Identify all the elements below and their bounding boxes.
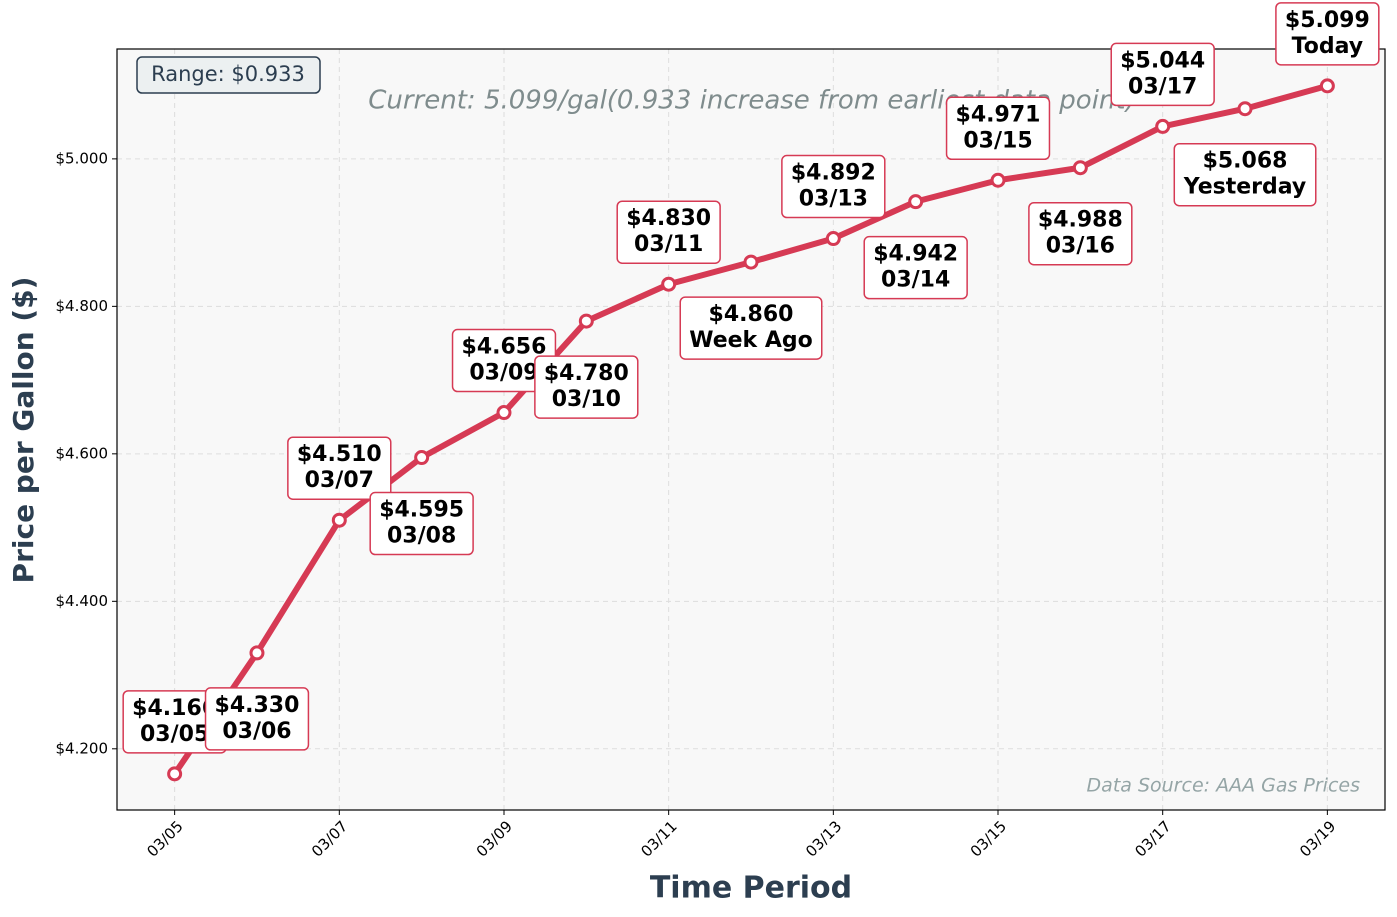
data-label-box (945, 96, 1051, 161)
range-box (136, 56, 321, 94)
y-tick-label: $4.200 (56, 739, 109, 757)
data-label-name: 03/09 (469, 361, 538, 386)
data-label-box (616, 200, 721, 264)
marker (414, 450, 430, 466)
data-label-box (1275, 2, 1380, 66)
data-label-name: 03/13 (799, 187, 868, 212)
data-label-name: 03/06 (222, 719, 291, 744)
data-label-name: Week Ago (689, 328, 813, 353)
data-label-name: 03/07 (305, 468, 374, 493)
data-label-box (679, 296, 823, 360)
x-tick-label: 03/15 (967, 817, 1010, 860)
data-label-value: $5.099 (1285, 8, 1370, 33)
marker (1155, 118, 1171, 134)
x-tick-label: 03/05 (143, 817, 186, 860)
marker (331, 512, 347, 528)
data-label-name: Today (1292, 34, 1363, 59)
data-label-box (204, 687, 310, 751)
x-tick-label: 03/07 (308, 817, 351, 860)
data-label-name: 03/15 (963, 128, 1032, 153)
y-axis-label: Price per Gallon ($) (7, 277, 40, 584)
data-label-value: $4.860 (709, 302, 794, 327)
data-label-value: $5.044 (1120, 48, 1205, 73)
y-tick-label: $4.800 (56, 297, 109, 315)
data-label-name: 03/17 (1128, 74, 1197, 99)
data-label-box (1028, 201, 1133, 266)
marker (1319, 78, 1335, 94)
data-label-box (287, 436, 392, 500)
data-label-value: $5.068 (1203, 149, 1288, 174)
y-tick-label: $4.400 (56, 592, 109, 610)
data-label-value: $4.780 (544, 361, 629, 386)
data-label-value: $4.971 (956, 102, 1041, 127)
x-tick-label: 03/19 (1296, 817, 1339, 860)
data-label-name: Yesterday (1183, 175, 1306, 200)
data-label-box (534, 355, 639, 419)
marker (578, 313, 594, 329)
data-label-name: 03/08 (387, 524, 456, 549)
marker (1237, 101, 1253, 117)
marker (661, 276, 677, 292)
data-label-value: $4.942 (873, 242, 958, 267)
data-label-value: $4.330 (215, 693, 300, 718)
marker (249, 645, 265, 661)
data-label-value: $4.510 (297, 442, 382, 467)
marker (1072, 160, 1088, 176)
marker (990, 172, 1006, 188)
data-label-name: 03/16 (1046, 234, 1115, 259)
range-text: Range: $0.933 (151, 62, 305, 86)
data-label-name: 03/10 (552, 387, 621, 412)
data-label-value: $4.656 (462, 335, 547, 360)
data-label-name: 03/11 (634, 232, 703, 257)
x-tick-label: 03/09 (473, 817, 516, 860)
data-label-name: 03/05 (140, 722, 209, 747)
x-tick-label: 03/13 (802, 817, 845, 860)
data-label-value: $4.830 (626, 206, 711, 231)
source-text: Data Source: AAA Gas Prices (1087, 775, 1361, 797)
x-axis-label: Time Period (650, 871, 852, 906)
data-label-value: $4.892 (791, 161, 876, 186)
y-tick-label: $5.000 (56, 149, 109, 167)
marker (743, 254, 759, 270)
data-label-value: $4.166 (132, 696, 217, 721)
x-tick-label: 03/11 (637, 817, 680, 860)
data-label-value: $4.595 (379, 498, 464, 523)
data-label-box (1110, 42, 1215, 107)
plot-frame (116, 48, 1386, 811)
marker (825, 231, 841, 247)
data-label-name: 03/14 (881, 268, 950, 293)
x-tick-label: 03/17 (1131, 817, 1174, 860)
marker (496, 405, 512, 421)
marker (908, 194, 924, 210)
data-label-box (781, 154, 886, 219)
y-tick-label: $4.600 (56, 444, 109, 462)
data-label-box (369, 491, 474, 556)
data-label-box (863, 235, 968, 300)
data-label-value: $4.988 (1038, 208, 1123, 233)
data-label-box (1173, 142, 1317, 207)
marker (167, 766, 183, 782)
